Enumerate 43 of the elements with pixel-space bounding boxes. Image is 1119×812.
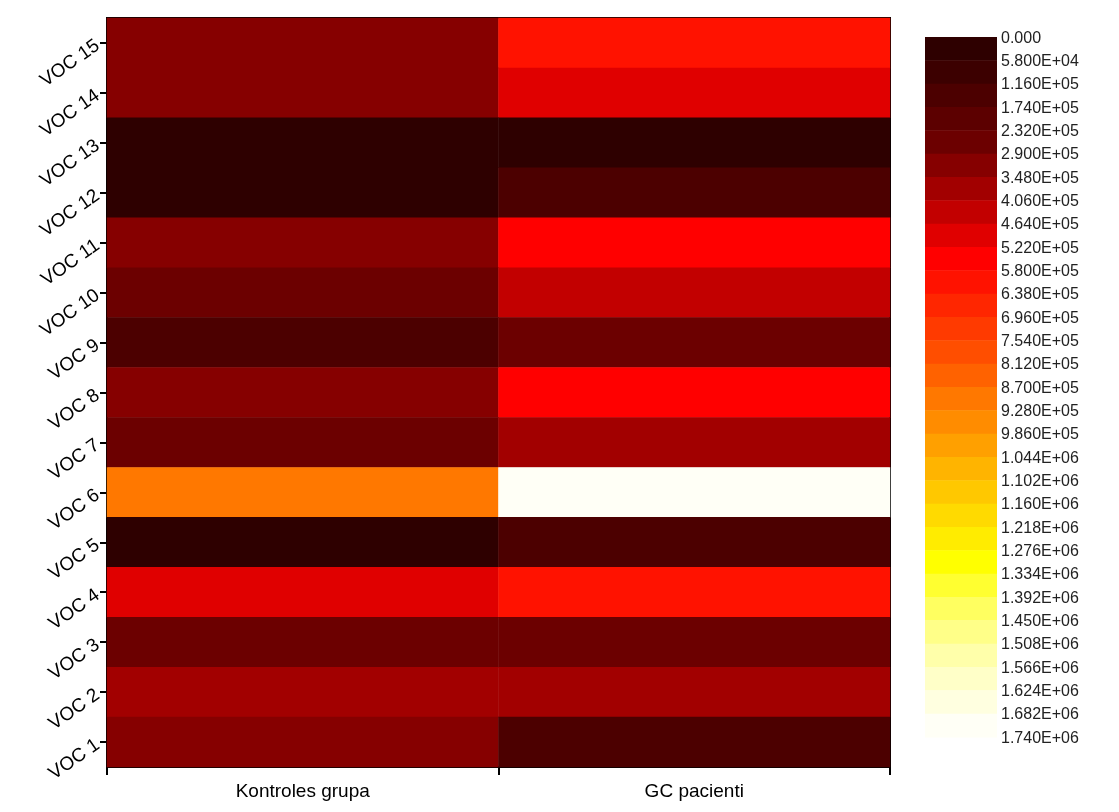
color-bar-label: 4.060E+05 (1001, 191, 1079, 209)
color-bar-label: 7.540E+05 (1001, 331, 1079, 349)
y-tick-label: VOC 5 (44, 533, 104, 584)
color-bar-label: 1.160E+05 (1001, 75, 1079, 93)
y-tick-label: VOC 1 (44, 733, 104, 784)
color-bar-label: 5.800E+04 (1001, 51, 1079, 69)
color-bar-label: 4.640E+05 (1001, 215, 1079, 233)
y-tick-label: VOC 6 (44, 483, 104, 534)
color-bar-label: 9.280E+05 (1001, 401, 1079, 419)
color-bar-label: 2.900E+05 (1001, 145, 1079, 163)
color-bar-label: 1.566E+06 (1001, 658, 1079, 676)
y-tick-label: VOC 2 (44, 683, 104, 734)
y-tick-label: VOC 7 (44, 433, 104, 484)
color-bar-label: 1.682E+06 (1001, 705, 1079, 723)
color-bar-label: 1.044E+06 (1001, 448, 1079, 466)
y-tick-label: VOC 3 (44, 633, 104, 684)
y-tick-label: VOC 4 (44, 583, 104, 634)
color-bar-label: 2.320E+05 (1001, 121, 1079, 139)
y-tick-label: VOC 11 (36, 234, 104, 290)
color-bar-label: 1.102E+06 (1001, 471, 1079, 489)
color-bar-label: 5.220E+05 (1001, 238, 1079, 256)
color-bar-label: 1.508E+06 (1001, 635, 1079, 653)
x-tick-label: GC pacienti (644, 780, 744, 801)
color-bar-label: 1.740E+05 (1001, 98, 1079, 116)
y-tick-label: VOC 8 (44, 383, 104, 434)
color-bar-label: 5.800E+05 (1001, 261, 1079, 279)
color-bar-label: 6.960E+05 (1001, 308, 1079, 326)
y-tick-label: VOC 9 (44, 333, 104, 384)
color-bar-label: 1.334E+06 (1001, 565, 1079, 583)
color-bar-label: 1.392E+06 (1001, 588, 1079, 606)
color-bar-label: 8.700E+05 (1001, 378, 1079, 396)
color-bar-label: 0.000 (1001, 28, 1042, 46)
color-bar-label: 1.160E+06 (1001, 495, 1079, 513)
color-bar-label: 1.276E+06 (1001, 541, 1079, 559)
color-bar-label: 8.120E+05 (1001, 355, 1079, 373)
color-bar-label: 1.450E+06 (1001, 611, 1079, 629)
color-bar-label: 1.218E+06 (1001, 518, 1079, 536)
color-bar-label: 6.380E+05 (1001, 285, 1079, 303)
color-bar-label: 1.624E+06 (1001, 681, 1079, 699)
color-bar-label: 3.480E+05 (1001, 168, 1079, 186)
color-bar-label: 1.740E+06 (1001, 728, 1079, 746)
color-bar-label: 9.860E+05 (1001, 425, 1079, 443)
x-tick-label: Kontroles grupa (235, 780, 371, 801)
